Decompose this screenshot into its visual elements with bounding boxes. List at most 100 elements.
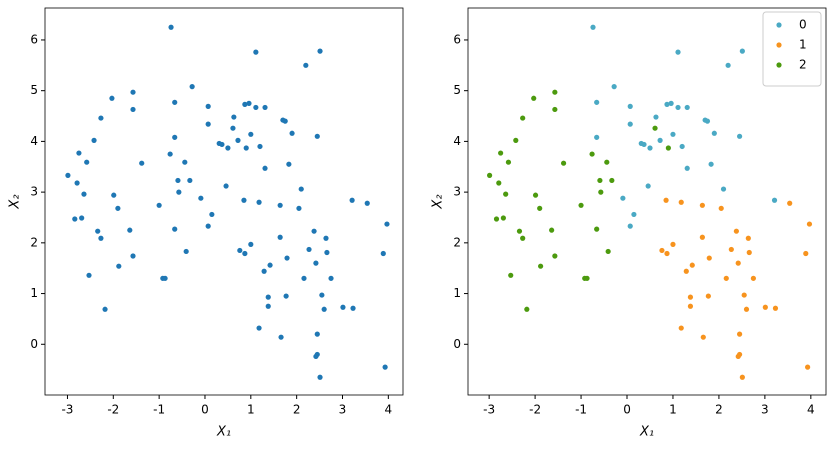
point [805, 364, 811, 370]
point [627, 121, 633, 127]
point [496, 180, 502, 186]
point [741, 292, 747, 298]
point [265, 303, 271, 309]
point [313, 353, 319, 360]
point [743, 306, 750, 312]
point [139, 160, 145, 166]
point [675, 104, 681, 111]
x-tick-label: 1 [669, 403, 677, 417]
point [109, 95, 115, 101]
y-tick-label: 0 [30, 337, 38, 351]
point [95, 228, 101, 234]
point [683, 268, 689, 274]
point [380, 250, 386, 257]
point [508, 272, 514, 278]
point [176, 189, 182, 195]
point [803, 250, 809, 257]
point [111, 192, 117, 198]
point [205, 103, 211, 109]
legend-label: 0 [799, 18, 807, 32]
point [664, 250, 670, 257]
y-tick-label: 1 [453, 286, 461, 300]
point [711, 130, 717, 136]
point [538, 263, 544, 269]
x-tick-label: 2 [715, 403, 723, 417]
point [725, 62, 731, 68]
point [115, 205, 121, 211]
legend-marker [776, 62, 782, 68]
point [306, 246, 312, 253]
point [253, 104, 259, 111]
point [684, 165, 690, 171]
point [231, 114, 237, 120]
point [98, 115, 104, 121]
point [76, 150, 82, 156]
point [524, 306, 530, 312]
point [256, 325, 262, 331]
point [664, 101, 670, 107]
point [663, 197, 669, 203]
point [699, 234, 705, 240]
point [248, 131, 254, 137]
point [762, 304, 768, 310]
x-tick-label: 3 [339, 403, 347, 417]
point [750, 275, 756, 281]
point [627, 103, 633, 109]
point [486, 172, 493, 178]
point [241, 197, 247, 203]
point [771, 197, 778, 203]
point [237, 247, 243, 254]
point [708, 161, 714, 167]
point [806, 221, 813, 227]
point [679, 143, 685, 150]
point [340, 304, 346, 310]
point [278, 334, 284, 340]
point [498, 150, 504, 156]
legend-marker [776, 42, 782, 48]
x-tick-label: -2 [529, 403, 541, 417]
point [687, 294, 694, 300]
point [130, 106, 136, 113]
point [684, 104, 690, 111]
point [733, 228, 739, 234]
point [745, 235, 751, 241]
point [493, 216, 500, 222]
legend-marker [776, 22, 782, 28]
point [657, 137, 663, 143]
point [678, 199, 684, 205]
point [532, 192, 539, 198]
point [172, 134, 178, 140]
y-tick-label: 4 [30, 134, 38, 148]
point [257, 143, 263, 150]
point [687, 303, 694, 309]
point [313, 260, 319, 266]
point [230, 125, 236, 131]
y-axis-label: X₂ [8, 194, 23, 209]
point [187, 177, 193, 184]
point [578, 202, 584, 208]
point [102, 306, 108, 312]
point [243, 145, 249, 151]
x-tick-label: 3 [761, 403, 769, 417]
point [86, 272, 92, 278]
point [248, 241, 254, 247]
point [594, 99, 600, 105]
point [198, 195, 204, 201]
point [718, 205, 724, 211]
point [604, 159, 610, 165]
point [265, 294, 271, 300]
point [746, 249, 752, 256]
point [505, 159, 512, 165]
y-tick-label: 2 [30, 235, 38, 249]
point [283, 293, 289, 299]
point [503, 191, 509, 197]
point [277, 202, 283, 208]
point [620, 195, 626, 201]
point [183, 248, 189, 255]
point [552, 89, 558, 95]
point [253, 49, 259, 55]
point [520, 115, 526, 121]
point [282, 118, 288, 124]
point [314, 133, 320, 139]
point [537, 205, 543, 211]
